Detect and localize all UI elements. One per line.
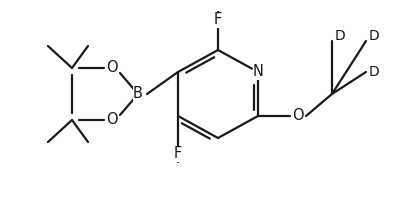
- Text: F: F: [174, 146, 182, 162]
- Text: D: D: [369, 29, 380, 43]
- Text: D: D: [335, 29, 345, 43]
- Text: O: O: [106, 60, 118, 75]
- Text: B: B: [133, 87, 143, 101]
- Text: D: D: [369, 65, 380, 79]
- Text: N: N: [253, 64, 263, 79]
- Text: F: F: [214, 13, 222, 27]
- Text: O: O: [292, 108, 304, 124]
- Text: O: O: [106, 112, 118, 128]
